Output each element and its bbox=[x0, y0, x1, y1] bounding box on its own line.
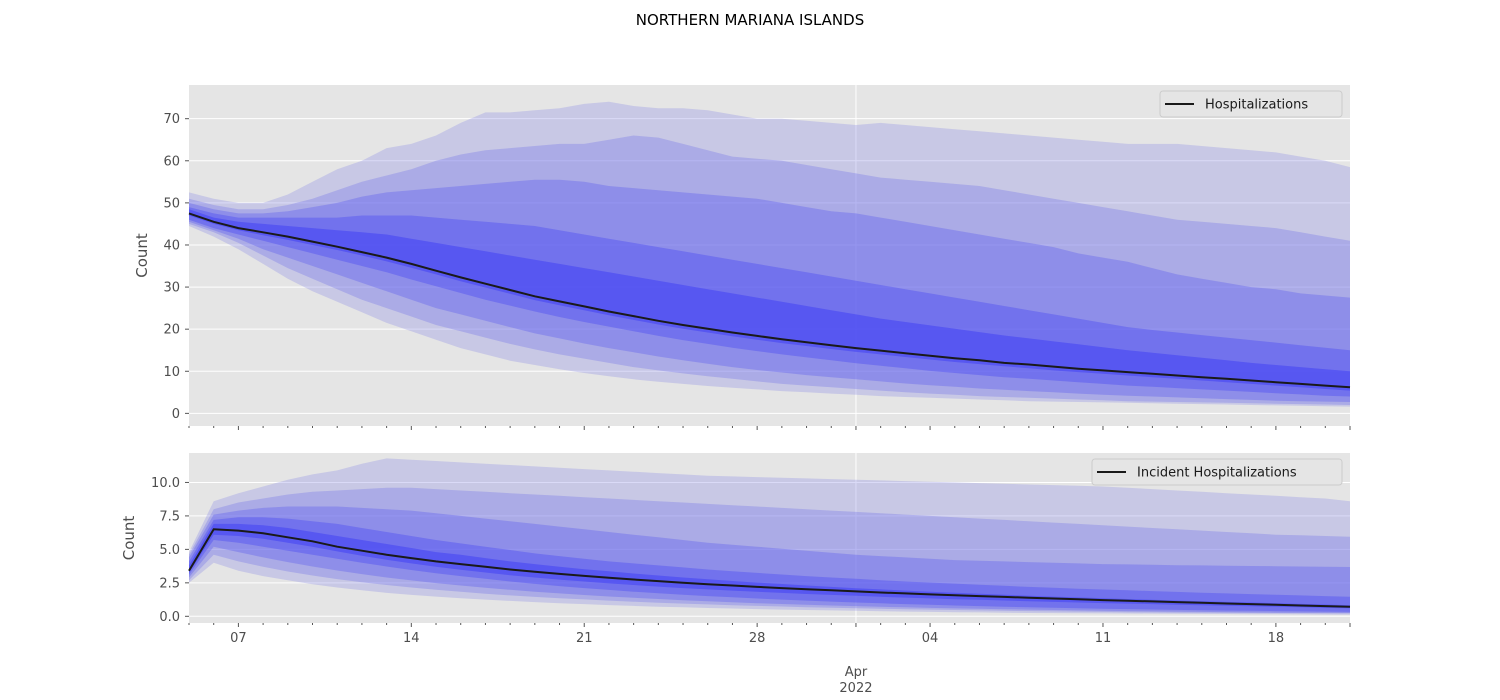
y-axis-label: Count bbox=[120, 516, 138, 561]
legend-box bbox=[1091, 458, 1343, 486]
series-line bbox=[188, 212, 1351, 389]
interval-band-1 bbox=[189, 458, 1350, 615]
y-tick-label: 30 bbox=[163, 281, 180, 296]
interval-band-3 bbox=[189, 506, 1350, 613]
legend: Hospitalizations bbox=[1159, 90, 1343, 118]
y-tick-label: 0 bbox=[172, 407, 180, 422]
y-tick-label: 7.5 bbox=[159, 509, 180, 524]
y-tick-label: 10.0 bbox=[151, 476, 180, 491]
x-tick-label: 18 bbox=[1268, 631, 1285, 646]
interval-band-2 bbox=[189, 487, 1350, 614]
hospitalizations-panel: 0 10 20 30 40 50 60 70 Count Hospitalizations bbox=[133, 85, 1351, 430]
y-tick-label: 5.0 bbox=[159, 543, 180, 558]
x-year-label: 2022 bbox=[839, 681, 872, 696]
y-tick-label: 40 bbox=[163, 238, 180, 253]
y-tick-label: 50 bbox=[163, 196, 180, 211]
interval-band-5 bbox=[189, 209, 1350, 391]
legend-box bbox=[1159, 90, 1343, 118]
y-tick-label: 0.0 bbox=[159, 610, 180, 625]
interval-band-5 bbox=[189, 523, 1350, 609]
series-line bbox=[188, 528, 1351, 608]
y-tick-label: 20 bbox=[163, 323, 180, 338]
interval-band-2 bbox=[189, 135, 1350, 405]
legend-label: Incident Hospitalizations bbox=[1137, 466, 1297, 481]
y-tick-label: 2.5 bbox=[159, 576, 180, 591]
y-tick-label: 60 bbox=[163, 154, 180, 169]
legend: Incident Hospitalizations bbox=[1091, 458, 1343, 486]
legend-label: Hospitalizations bbox=[1205, 98, 1308, 113]
x-tick-label: 11 bbox=[1095, 631, 1112, 646]
x-tick-label: 07 bbox=[230, 631, 247, 646]
interval-band-1 bbox=[189, 101, 1350, 407]
x-tick-label: 14 bbox=[403, 631, 420, 646]
interval-band-4 bbox=[189, 517, 1350, 612]
x-tick-label: 28 bbox=[749, 631, 766, 646]
x-month-label: Apr bbox=[845, 665, 868, 680]
y-tick-label: 10 bbox=[163, 365, 180, 380]
y-tick-label: 70 bbox=[163, 112, 180, 127]
y-axis-label: Count bbox=[133, 233, 151, 278]
x-tick-label: 04 bbox=[922, 631, 939, 646]
x-tick-label: 21 bbox=[576, 631, 593, 646]
figure-title: NORTHERN MARIANA ISLANDS bbox=[635, 11, 865, 29]
